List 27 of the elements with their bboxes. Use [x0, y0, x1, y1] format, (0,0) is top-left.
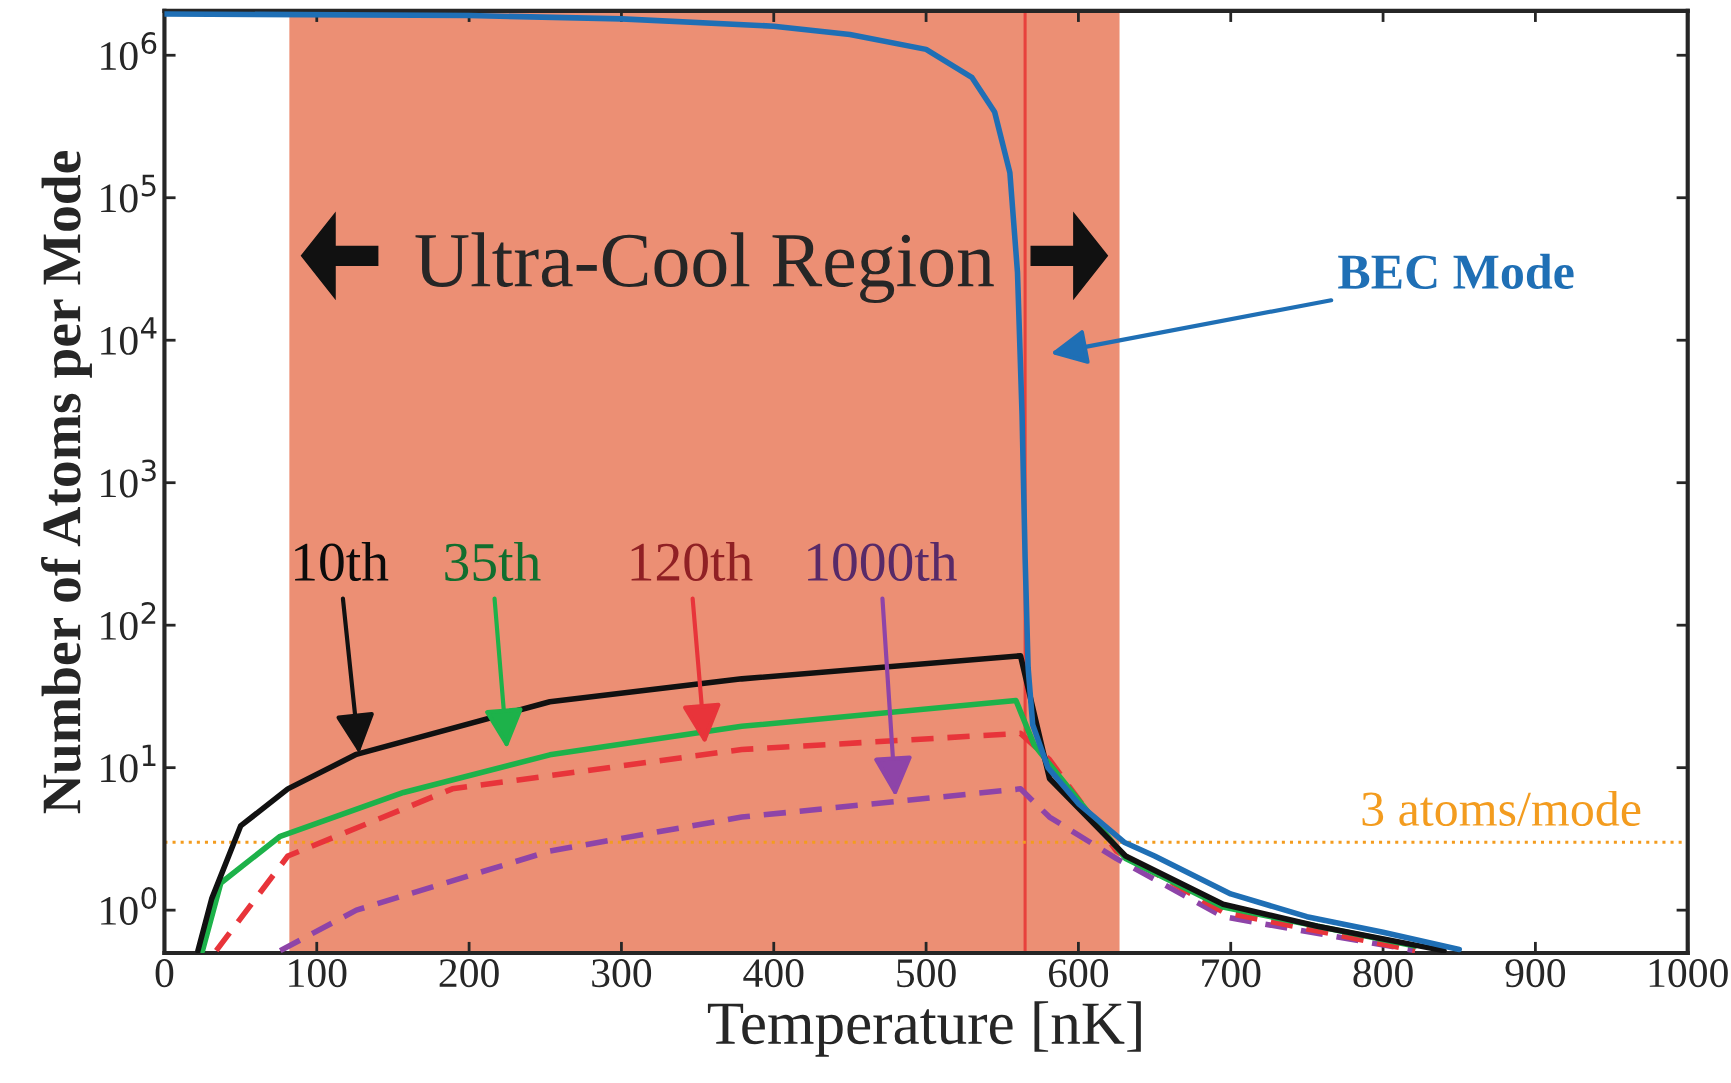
y-tick-label: 10$^{6}$: [101, 32, 157, 71]
y-tick-label: 10$^{1}$: [101, 744, 156, 783]
x-tick-label: 0: [155, 959, 174, 988]
y-tick-label: 10$^{2}$: [101, 602, 156, 640]
x-tick-label: 1000: [1649, 959, 1728, 988]
x-axis-title: Temperature [nK]: [707, 1001, 1141, 1057]
text: 1000th: [808, 541, 957, 582]
y-tick-label: 10$^{0}$: [101, 886, 157, 925]
x-tick-label: 300: [592, 959, 652, 988]
y-tick-label: 10$^{3}$: [101, 459, 156, 498]
y-axis-title: Number of Atoms per Mode: [41, 151, 92, 814]
x-tick-label: 100: [289, 959, 347, 988]
x-tick-label: 500: [897, 959, 956, 988]
y-tick-label: 10$^{5}$: [101, 174, 156, 213]
x-tick-label: 700: [1202, 959, 1261, 988]
y-tick-label: 10$^{4}$: [101, 317, 157, 355]
x-tick-label: 600: [1048, 959, 1109, 988]
text: 35th: [445, 541, 541, 582]
x-tick-label: 900: [1505, 959, 1566, 988]
x-tick-label: 200: [439, 959, 499, 988]
band-label: Ultra-Cool Region: [415, 232, 994, 304]
ref-line-label: 3 atoms/mode: [1362, 790, 1641, 827]
text: 120th: [631, 541, 753, 582]
text: BEC Mode: [1338, 253, 1574, 290]
x-tick-label: 400: [743, 959, 804, 988]
text: 10th: [295, 541, 389, 582]
x-tick-label: 800: [1353, 959, 1413, 988]
